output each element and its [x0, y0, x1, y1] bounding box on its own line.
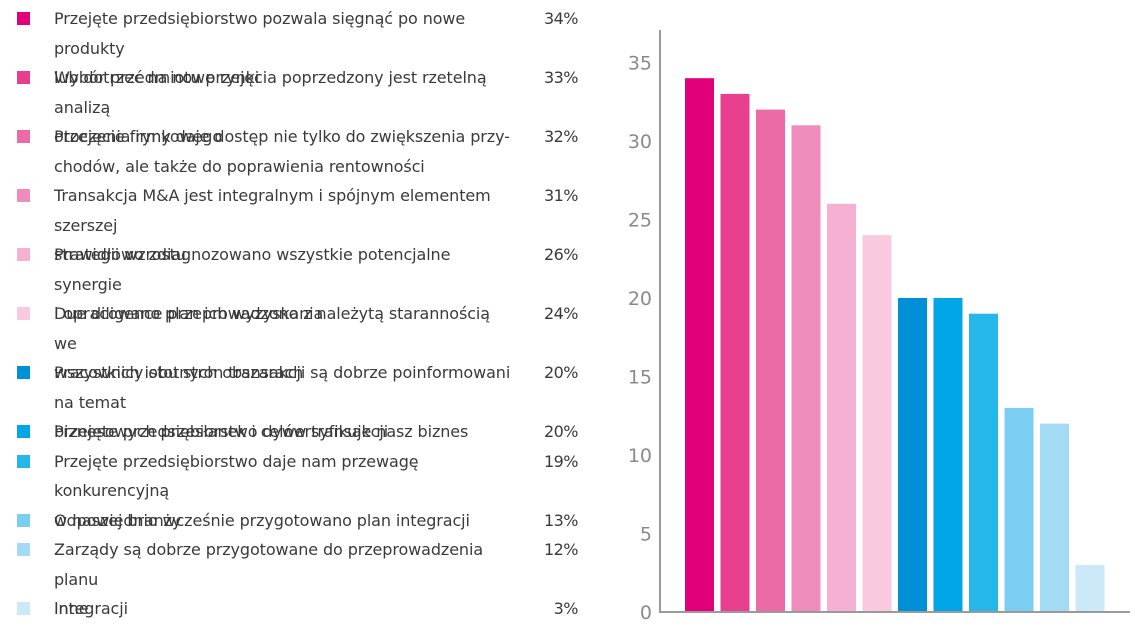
legend-label-line: integracji	[54, 599, 128, 618]
bar	[720, 93, 750, 612]
legend-value: 19%	[543, 451, 579, 471]
legend-label-line: Przejęte przedsiębiorstwo daje nam przew…	[54, 451, 419, 501]
bar	[685, 78, 714, 612]
legend-value: 24%	[543, 304, 579, 323]
legend-swatch	[17, 307, 30, 320]
legend-value: 20%	[543, 422, 579, 441]
legend-label: Wybór przedmiotu przejęcia poprzedzony j…	[54, 63, 514, 152]
y-tick-label: 10	[628, 445, 652, 467]
legend-swatch	[17, 425, 30, 438]
legend-label: Transakcja M&A jest integralnym i spójny…	[54, 181, 514, 270]
bar	[756, 109, 785, 612]
y-tick-label: 15	[628, 367, 652, 389]
legend-label: Przejęte przedsiębiorstwo dywersyfikuje …	[54, 417, 514, 447]
legend-label-line: lub dotrzeć na nowe rynki	[54, 68, 260, 87]
legend-label-line: strategii wzrostu	[54, 245, 186, 264]
legend-swatch	[17, 602, 30, 615]
legend-value: 20%	[543, 363, 579, 382]
legend-label-line: Wybór przedmiotu przejęcia poprzedzony j…	[54, 68, 487, 117]
legend-value: 32%	[543, 127, 579, 146]
bar	[1040, 423, 1069, 612]
legend-value: 34%	[543, 9, 579, 28]
legend-label-line: Pracownicy obu stron transakcji są dobrz…	[54, 363, 511, 412]
legend-value: 31%	[543, 186, 579, 205]
y-tick-label: 20	[628, 288, 652, 310]
bar	[1004, 407, 1034, 612]
legend-label-line: chodów, ale także do poprawienia rentown…	[54, 156, 425, 176]
legend-label-line: Przejęte przedsiębiorstwo pozwala sięgną…	[54, 9, 466, 58]
legend-swatch	[17, 12, 30, 25]
legend-swatch	[17, 366, 30, 379]
legend-label: Pracownicy obu stron transakcji są dobrz…	[54, 358, 514, 447]
legend-swatch	[17, 513, 30, 527]
legend-label: Prawidłowo zdiagnozowano wszystkie poten…	[54, 240, 514, 329]
bar	[862, 235, 892, 612]
legend-value: 13%	[543, 510, 579, 530]
legend-label-line: otoczenia rynkowego	[54, 127, 223, 146]
legend-swatch	[17, 543, 30, 556]
legend-label: Przejęte przedsiębiorstwo pozwala sięgną…	[54, 4, 514, 93]
legend-label: Zarządy są dobrze przygotowane do przepr…	[54, 535, 514, 624]
legend-swatch	[17, 454, 30, 468]
legend-label: Inne	[54, 594, 514, 624]
y-tick-label: 30	[628, 131, 652, 153]
legend-label-line: w naszej branży	[54, 510, 182, 530]
y-tick-label: 25	[628, 210, 652, 232]
legend-label: Due diligence przeprowadzono z należytą …	[54, 299, 514, 388]
bar	[898, 298, 927, 612]
legend-label-line: i opracowano plan ich wyzyskania	[54, 304, 324, 323]
legend-value: 12%	[543, 540, 579, 559]
legend-value: 33%	[543, 68, 579, 87]
legend-swatch	[17, 130, 30, 143]
legend-label-line: Zarządy są dobrze przygotowane do przepr…	[54, 540, 484, 589]
bars	[685, 78, 1105, 613]
legend-swatch	[17, 71, 30, 84]
bar	[791, 125, 821, 613]
bar-chart: 0 5 10 15 20 25 30 35	[628, 30, 1130, 625]
legend-label-line: Inne	[54, 599, 89, 618]
legend-label: Odpowiednio wcześnie przygotowano plan i…	[54, 506, 514, 536]
y-tick-label: 5	[640, 524, 652, 546]
legend-label-line: wszystkich istotnych obszarach	[54, 363, 304, 382]
legend-swatch	[17, 189, 30, 202]
legend-label-line: Prawidłowo zdiagnozowano wszystkie poten…	[54, 245, 451, 294]
legend-label: Przejęte przedsiębiorstwo daje nam przew…	[54, 447, 514, 536]
legend-label-line: Przejęte przedsiębiorstwo dywersyfikuje …	[54, 422, 469, 441]
bar	[933, 298, 963, 612]
y-axis-ticks: 0 5 10 15 20 25 30 35	[628, 53, 652, 625]
bar	[1075, 564, 1105, 612]
legend-label-line: Transakcja M&A jest integralnym i spójny…	[54, 186, 491, 235]
legend-label: Przejęcie firmy daje dostęp nie tylko do…	[54, 122, 514, 181]
legend-label-line: biznesowych przesłanek i celów transakcj…	[54, 422, 389, 441]
legend-label-line: Due diligence przeprowadzono z należytą …	[54, 304, 490, 353]
y-tick-label: 35	[628, 53, 652, 75]
legend-label-line: Odpowiednio wcześnie przygotowano plan i…	[54, 510, 470, 530]
bar	[827, 203, 856, 613]
legend-swatch	[17, 248, 30, 261]
y-tick-label: 0	[640, 602, 652, 624]
legend-label-line: Przejęcie firmy daje dostęp nie tylko do…	[54, 127, 510, 146]
legend-value: 3%	[553, 599, 579, 618]
legend-value: 26%	[543, 245, 579, 264]
bar	[969, 313, 998, 612]
